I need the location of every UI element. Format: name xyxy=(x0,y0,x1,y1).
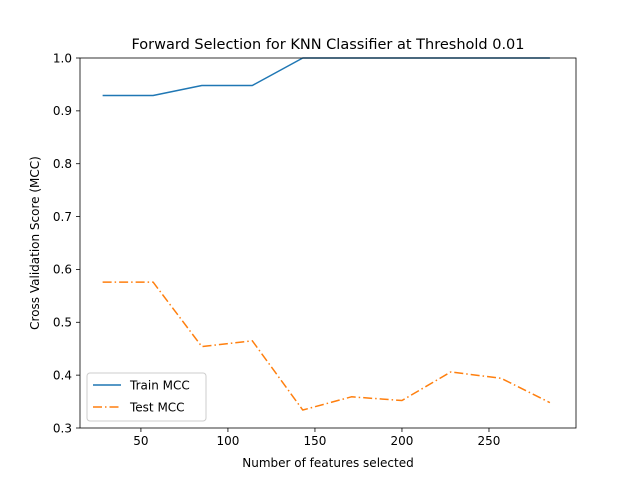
y-tick-label: 1.0 xyxy=(53,51,72,65)
plot-area xyxy=(80,58,576,428)
x-axis-ticks: 50 100 150 200 250 xyxy=(133,428,500,448)
y-tick-label: 0.6 xyxy=(53,263,72,277)
x-axis-label: Number of features selected xyxy=(242,456,413,470)
x-tick-label: 200 xyxy=(391,434,414,448)
legend: Train MCC Test MCC xyxy=(86,372,207,422)
series-line-test-mcc xyxy=(102,281,551,411)
y-tick-label: 0.7 xyxy=(53,210,72,224)
y-tick-label: 0.9 xyxy=(53,104,72,118)
chart-title: Forward Selection for KNN Classifier at … xyxy=(131,37,524,53)
axes-background xyxy=(80,58,576,428)
y-tick-label: 0.8 xyxy=(53,157,72,171)
y-tick-label: 0.4 xyxy=(53,368,72,382)
legend-label-test: Test MCC xyxy=(129,401,185,415)
y-tick-label: 0.5 xyxy=(53,316,72,330)
y-tick-label: 0.3 xyxy=(53,421,72,435)
x-tick-label: 150 xyxy=(303,434,326,448)
axes-frame xyxy=(79,57,577,429)
x-tick-label: 100 xyxy=(216,434,239,448)
legend-label-train: Train MCC xyxy=(129,379,190,393)
x-tick-label: 50 xyxy=(133,434,148,448)
y-axis-label: Cross Validation Score (MCC) xyxy=(28,156,42,330)
x-tick-label: 250 xyxy=(478,434,501,448)
y-axis-ticks: 0.3 0.4 0.5 0.6 0.7 0.8 0.9 1.0 xyxy=(53,51,80,435)
